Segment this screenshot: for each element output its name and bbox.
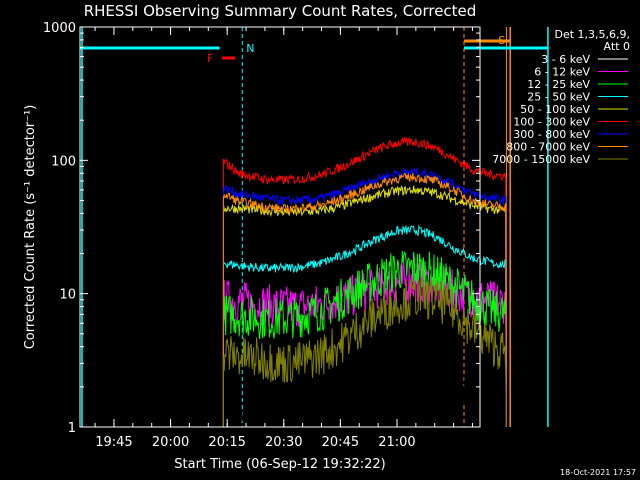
legend-header-attenuator: Att 0 — [604, 40, 630, 53]
legend-entry-label: 100 - 300 keV — [513, 116, 590, 129]
x-tick-label: 20:45 — [322, 435, 359, 450]
series-line — [222, 250, 507, 428]
x-axis-label: Start Time (06-Sep-12 19:32:22) — [174, 457, 385, 472]
legend-entry-label: 3 - 6 keV — [541, 53, 590, 66]
plot-area: N S F — [80, 27, 549, 429]
x-tick-label: 20:30 — [265, 435, 302, 450]
series-line — [222, 185, 507, 428]
legend-entry-label: 300 - 800 keV — [513, 128, 590, 141]
series-line — [222, 224, 507, 428]
legend-entry-label: 12 - 25 keV — [527, 78, 590, 91]
flare-flag-label: F — [207, 52, 213, 65]
series-line — [222, 172, 507, 428]
y-tick-label: 1 — [68, 421, 76, 436]
y-axis-label: Corrected Count Rate (s⁻¹ detector⁻¹) — [23, 105, 38, 350]
x-tick-label: 21:00 — [378, 435, 415, 450]
series-line — [222, 136, 507, 428]
legend-entry-label: 7000 - 15000 keV — [492, 153, 590, 166]
x-tick-label: 19:45 — [95, 435, 132, 450]
y-tick-label: 10 — [59, 288, 76, 303]
y-tick-label: 100 — [51, 154, 76, 169]
legend-entry-label: 6 - 12 keV — [534, 66, 590, 79]
series-line — [222, 277, 507, 428]
x-tick-label: 20:15 — [208, 435, 245, 450]
x-tick-label: 20:00 — [152, 435, 189, 450]
series-line — [222, 261, 507, 428]
axis-ticks: 19:45 20:00 20:15 20:30 20:45 21:00 1 10 100 1000 — [43, 21, 480, 450]
night-flag-label: N — [246, 42, 254, 55]
legend-entry-label: 50 - 100 keV — [520, 103, 590, 116]
chart-title: RHESSI Observing Summary Count Rates, Co… — [84, 2, 477, 20]
y-tick-label: 1000 — [43, 21, 76, 36]
legend-entry-label: 25 - 50 keV — [527, 91, 590, 104]
legend-header-detectors: Det 1,3,5,6,9, — [554, 28, 630, 41]
saa-flag-label: S — [498, 34, 505, 47]
legend-entry-label: 800 - 7000 keV — [506, 141, 590, 154]
timestamp: 18-Oct-2021 17:57 — [560, 468, 636, 477]
series-line — [222, 335, 507, 429]
plot-frame — [79, 26, 481, 428]
